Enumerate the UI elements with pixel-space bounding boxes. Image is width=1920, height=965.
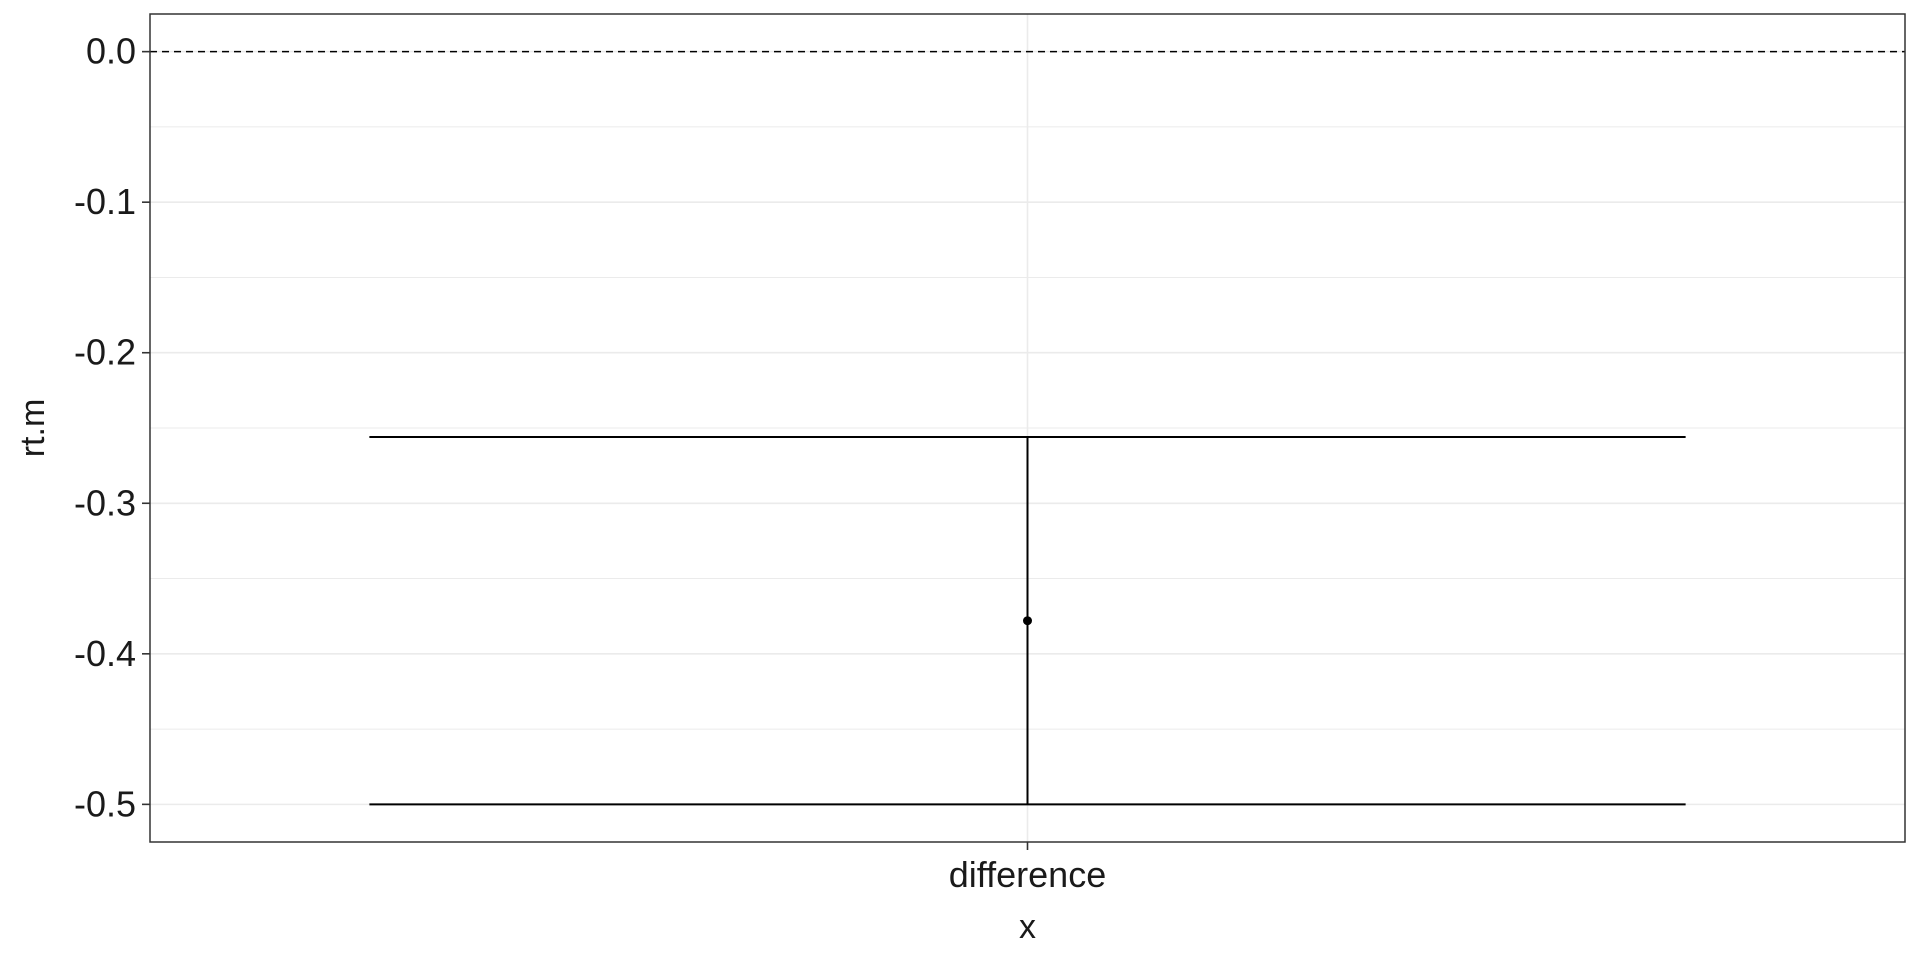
marks-layer [369,436,1686,806]
y-tick-label: -0.2 [74,332,136,373]
y-axis-ticks: 0.0 -0.1 -0.2 -0.3 -0.4 -0.5 [74,31,150,824]
y-tick-label: -0.4 [74,633,136,674]
y-tick-label: -0.5 [74,783,136,824]
mean-point [1023,616,1032,626]
x-axis-label: x [1019,908,1036,946]
x-axis-ticks: difference [949,842,1106,895]
y-tick-label: 0.0 [86,31,136,72]
y-axis-label: rt.m [14,399,52,458]
y-tick-label: -0.3 [74,482,136,523]
x-tick-label: difference [949,854,1106,895]
y-tick-label: -0.1 [74,181,136,222]
